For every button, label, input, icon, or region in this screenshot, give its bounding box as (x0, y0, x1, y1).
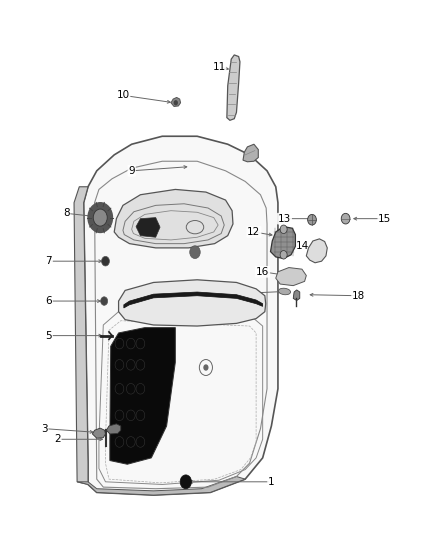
Polygon shape (136, 217, 160, 237)
Text: 7: 7 (46, 256, 52, 266)
Text: 18: 18 (352, 290, 365, 301)
Polygon shape (293, 290, 300, 301)
Ellipse shape (279, 288, 290, 295)
Polygon shape (106, 424, 121, 434)
Text: 10: 10 (117, 90, 130, 100)
Circle shape (280, 251, 287, 259)
Polygon shape (92, 428, 106, 438)
Text: 17: 17 (243, 288, 256, 298)
Polygon shape (124, 292, 263, 308)
Circle shape (93, 209, 107, 226)
Polygon shape (119, 280, 266, 326)
Polygon shape (171, 98, 180, 107)
Text: 8: 8 (63, 208, 70, 219)
Circle shape (203, 365, 208, 370)
Text: 4: 4 (115, 421, 122, 431)
Polygon shape (110, 328, 175, 464)
Text: 3: 3 (41, 424, 48, 434)
Text: 13: 13 (278, 214, 291, 224)
Text: 16: 16 (256, 267, 269, 277)
Text: 15: 15 (378, 214, 392, 224)
Polygon shape (227, 55, 240, 120)
Polygon shape (77, 477, 245, 495)
Polygon shape (276, 268, 306, 286)
Circle shape (102, 256, 110, 266)
Text: 1: 1 (268, 477, 275, 487)
Text: 2: 2 (54, 434, 61, 445)
Polygon shape (84, 136, 278, 495)
Circle shape (307, 214, 316, 225)
Circle shape (173, 100, 178, 106)
Polygon shape (306, 239, 327, 263)
Text: 9: 9 (128, 166, 135, 176)
Circle shape (101, 297, 108, 305)
Circle shape (341, 213, 350, 224)
Text: 12: 12 (247, 227, 261, 237)
Text: 5: 5 (46, 330, 52, 341)
Polygon shape (74, 187, 88, 484)
Text: 14: 14 (295, 241, 309, 251)
Polygon shape (114, 189, 233, 248)
Circle shape (88, 203, 113, 232)
Polygon shape (243, 144, 258, 162)
Circle shape (180, 475, 191, 489)
Text: 6: 6 (46, 296, 52, 306)
Circle shape (280, 225, 287, 233)
Circle shape (190, 246, 200, 259)
Text: 11: 11 (212, 62, 226, 72)
Polygon shape (271, 227, 295, 259)
